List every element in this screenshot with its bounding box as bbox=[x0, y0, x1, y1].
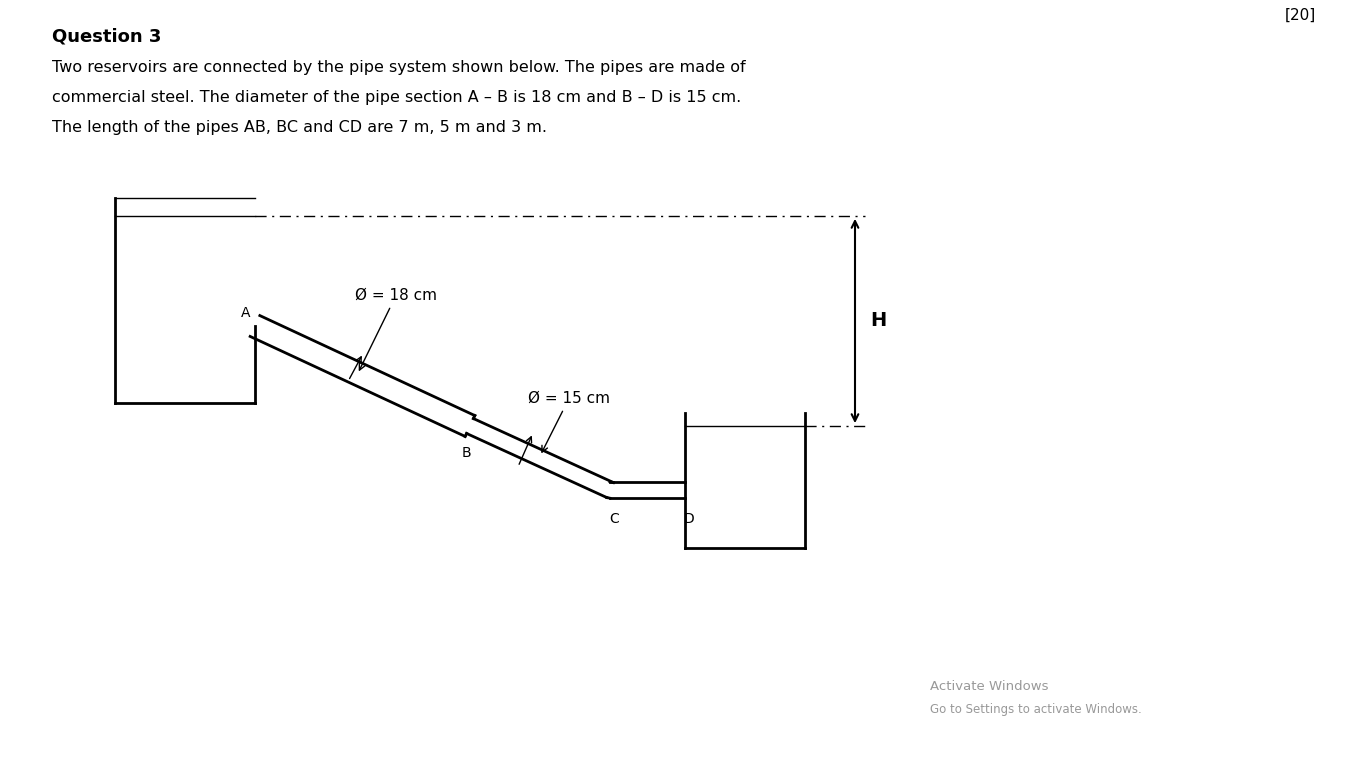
Text: Question 3: Question 3 bbox=[52, 28, 161, 46]
Text: D: D bbox=[683, 512, 694, 526]
Text: commercial steel. The diameter of the pipe section A – B is 18 cm and B – D is 1: commercial steel. The diameter of the pi… bbox=[52, 90, 742, 105]
Text: Activate Windows: Activate Windows bbox=[930, 680, 1049, 693]
Text: B: B bbox=[462, 446, 471, 460]
Text: [20]: [20] bbox=[1285, 8, 1317, 23]
Text: Two reservoirs are connected by the pipe system shown below. The pipes are made : Two reservoirs are connected by the pipe… bbox=[52, 60, 746, 75]
Text: The length of the pipes AB, BC and CD are 7 m, 5 m and 3 m.: The length of the pipes AB, BC and CD ar… bbox=[52, 120, 546, 135]
Text: H: H bbox=[870, 312, 887, 330]
Text: Ø = 18 cm: Ø = 18 cm bbox=[355, 288, 437, 370]
Text: Ø = 15 cm: Ø = 15 cm bbox=[529, 391, 611, 452]
Text: Go to Settings to activate Windows.: Go to Settings to activate Windows. bbox=[930, 703, 1142, 716]
Text: A: A bbox=[240, 306, 250, 320]
Text: C: C bbox=[609, 512, 619, 526]
